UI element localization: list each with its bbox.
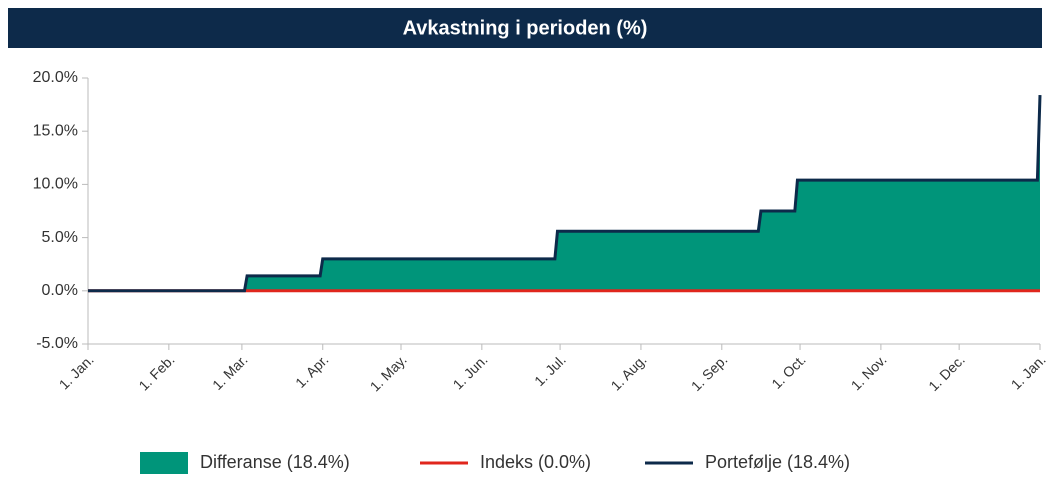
title-bar <box>8 8 1042 48</box>
x-tick-label: 1. Sep. <box>688 351 731 394</box>
x-tick-label: 1. Feb. <box>135 351 177 393</box>
y-tick-label: -5.0% <box>36 335 78 352</box>
x-tick-label: 1. Oct. <box>768 351 808 391</box>
x-tick-label: 1. Jan. <box>56 351 97 392</box>
x-tick-label: 1. Jan. <box>1008 351 1049 392</box>
y-tick-label: 5.0% <box>42 229 78 246</box>
x-tick-label: 1. Jun. <box>450 351 491 392</box>
y-tick-label: 0.0% <box>42 282 78 299</box>
x-tick-label: 1. May. <box>367 351 410 394</box>
legend-label: Portefølje (18.4%) <box>705 452 850 472</box>
series-line <box>88 94 1042 293</box>
x-tick-label: 1. Nov. <box>848 351 890 393</box>
x-tick-label: 1. Mar. <box>209 351 251 393</box>
legend-label: Differanse (18.4%) <box>200 452 350 472</box>
y-tick-label: 15.0% <box>33 122 78 139</box>
legend-label: Indeks (0.0%) <box>480 452 591 472</box>
legend-swatch <box>140 452 188 474</box>
x-tick-label: 1. Jul. <box>531 351 569 389</box>
difference-area <box>88 95 1040 291</box>
y-tick-label: 20.0% <box>33 69 78 86</box>
x-tick-label: 1. Dec. <box>925 351 968 394</box>
chart-title: Avkastning i perioden (%) <box>403 17 648 39</box>
y-tick-label: 10.0% <box>33 176 78 193</box>
x-tick-label: 1. Aug. <box>608 351 650 393</box>
x-tick-label: 1. Apr. <box>292 351 331 390</box>
